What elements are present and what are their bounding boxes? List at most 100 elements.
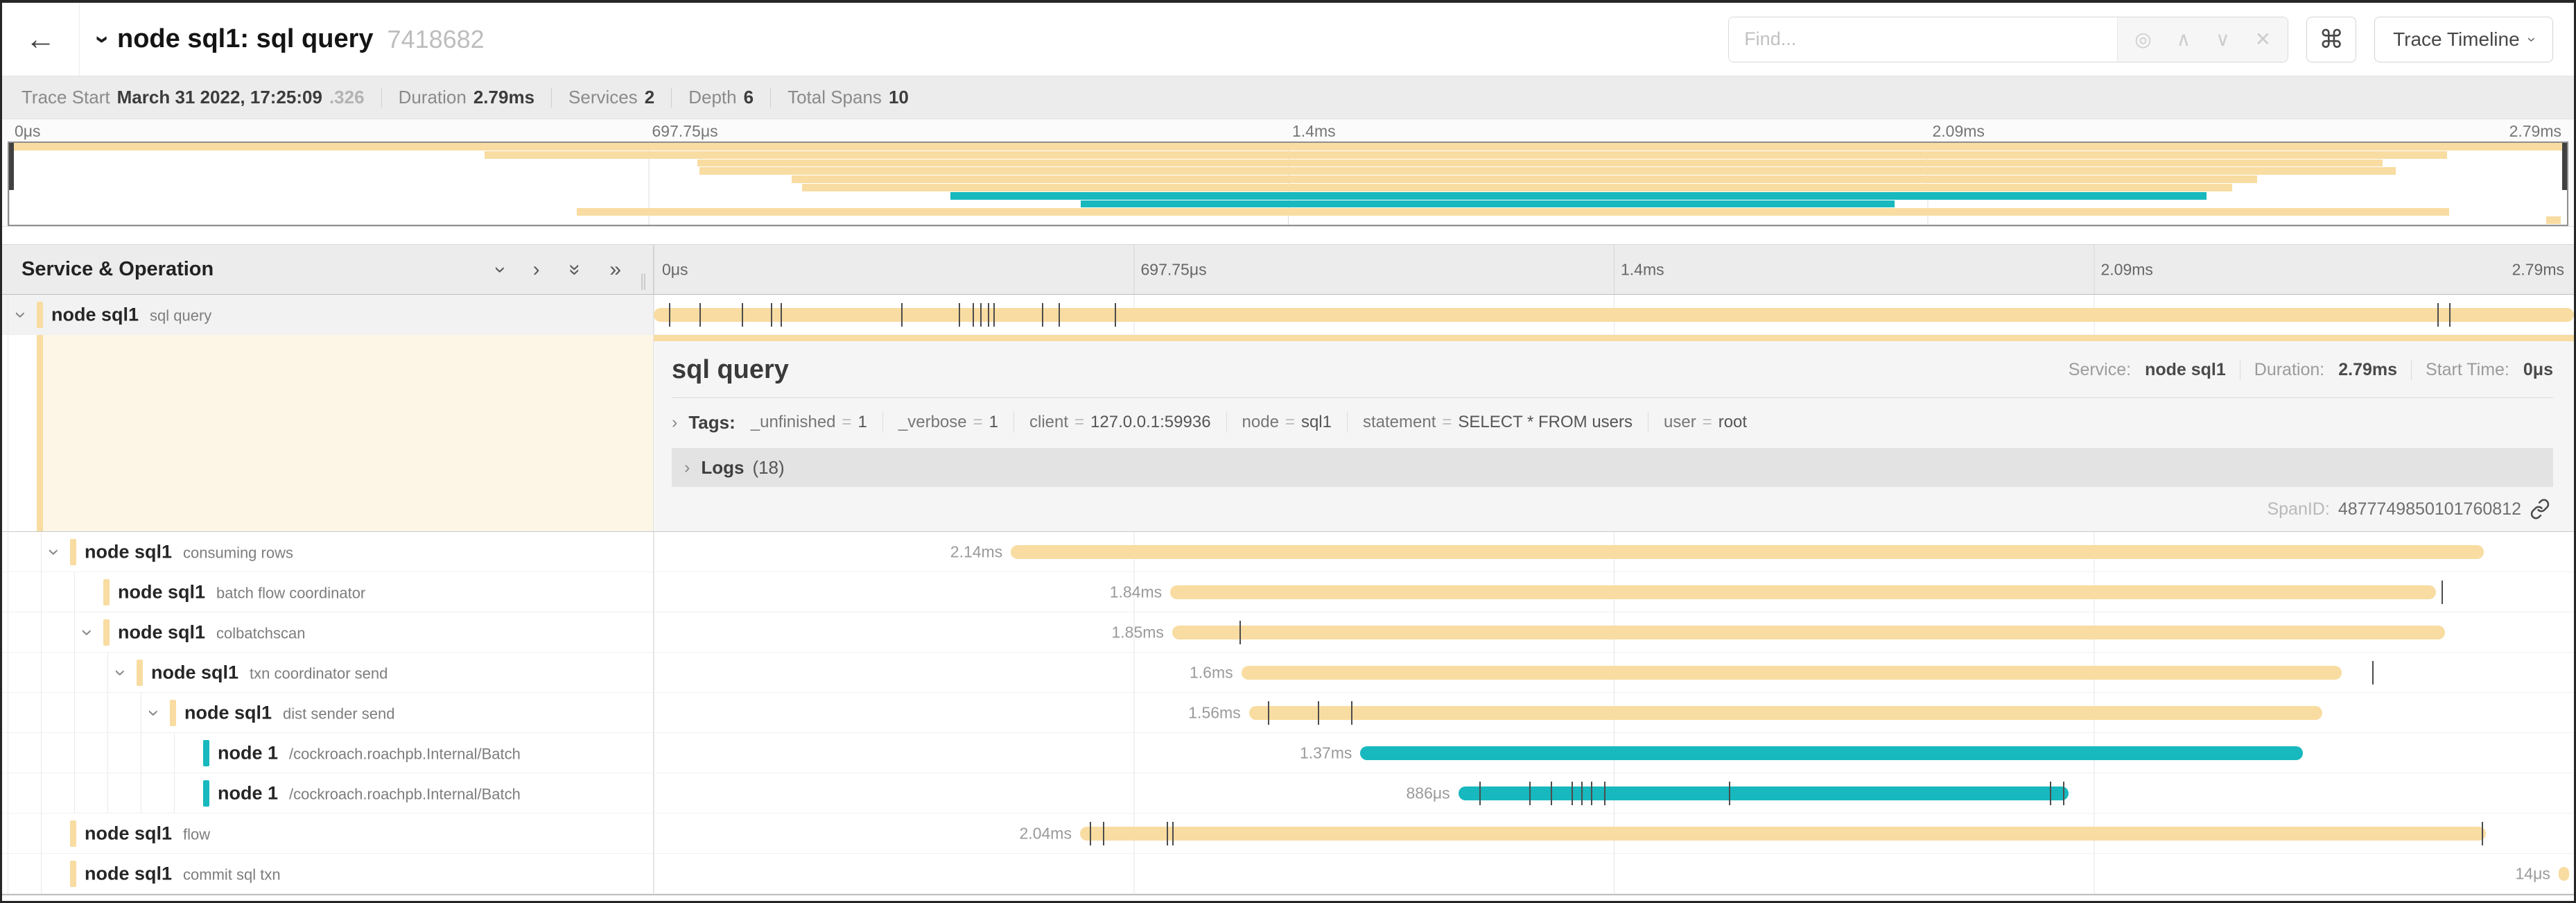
span-bar[interactable] — [1079, 826, 2486, 841]
span-row-4[interactable]: › node sql1 txn coordinator send 1.6ms — [2, 653, 2574, 693]
column-resizer-grip[interactable]: ∥ — [639, 272, 649, 291]
tags-toggle-row[interactable]: › Tags: _unfinished = 1 _verbose = 1 client = 12… — [672, 405, 2553, 440]
span-tree-cell[interactable]: node sql1 flow — [2, 814, 654, 853]
span-timeline-cell[interactable]: 2.04ms — [654, 814, 2574, 853]
span-timeline-cell[interactable]: 1.6ms — [654, 653, 2574, 692]
span-tree-cell[interactable]: node sql1 batch flow coordinator — [2, 572, 654, 612]
find-next-icon[interactable]: ∨ — [2216, 28, 2230, 50]
minimap-span-row — [9, 143, 2567, 151]
service-color-bar — [103, 578, 110, 605]
span-tree-cell[interactable]: › node sql1 sql query — [2, 295, 654, 334]
span-row-3[interactable]: › node sql1 colbatchscan 1.85ms — [2, 612, 2574, 653]
row-chevron-down-icon[interactable]: › — [76, 628, 99, 636]
indent-guide — [74, 572, 75, 612]
span-row-8[interactable]: node sql1 flow 2.04ms — [2, 814, 2574, 854]
span-names: node 1/cockroach.roachpb.Internal/Batch — [218, 742, 521, 764]
operation-name: colbatchscan — [216, 624, 306, 642]
expand-all-icon[interactable]: » — [609, 257, 621, 281]
collapse-all-icon[interactable]: » — [563, 264, 586, 275]
keyboard-shortcuts-button[interactable]: ⌘ — [2306, 16, 2357, 62]
deep-link-icon[interactable] — [2530, 499, 2550, 519]
duration-value: 2.79ms — [473, 87, 535, 108]
span-timeline-cell[interactable]: 1.84ms — [654, 572, 2574, 612]
bottom-strip — [2, 895, 2574, 901]
expand-one-icon[interactable]: › — [532, 257, 540, 281]
tree-header-icons: › › » » — [489, 257, 653, 282]
log-marker — [2448, 302, 2451, 327]
span-tree-cell[interactable]: › node sql1 txn coordinator send — [2, 653, 654, 692]
row-chevron-down-icon[interactable]: › — [143, 709, 166, 716]
collapse-one-icon[interactable]: › — [489, 266, 512, 273]
minimap-span-row — [9, 159, 2567, 168]
service-value: node sql1 — [2145, 360, 2226, 379]
row-chevron-down-icon[interactable]: › — [110, 669, 132, 676]
ruler-tick-label: 2.79ms — [2512, 260, 2564, 278]
span-tree-cell[interactable]: › node sql1 dist sender send — [2, 693, 654, 732]
span-names: node sql1 flow — [85, 823, 210, 844]
start-time-value: 0μs — [2523, 360, 2553, 379]
tag-item: _verbose = 1 — [898, 413, 998, 432]
span-bar[interactable] — [1172, 625, 2446, 639]
span-row-0[interactable]: › node sql1 sql query — [2, 295, 2574, 335]
equals-sign: = — [1442, 413, 1452, 431]
log-marker — [980, 302, 982, 327]
span-timeline-cell[interactable]: 1.37ms — [654, 733, 2574, 773]
span-row-1[interactable]: › node sql1 consuming rows 2.14ms — [2, 532, 2574, 572]
minimap-canvas[interactable] — [8, 141, 2568, 226]
indent-guide — [41, 532, 42, 571]
span-row-5[interactable]: › node sql1 dist sender send 1.56ms — [2, 693, 2574, 733]
log-marker — [993, 302, 995, 327]
span-bar[interactable] — [1011, 544, 2484, 559]
view-mode-dropdown[interactable]: Trace Timeline › — [2374, 16, 2553, 62]
back-button[interactable]: ← — [2, 3, 80, 76]
span-timeline-cell[interactable]: 1.85ms — [654, 612, 2574, 652]
span-bar[interactable] — [654, 307, 2574, 322]
logs-toggle-row[interactable]: › Logs (18) — [672, 448, 2553, 487]
span-tree-cell[interactable]: node 1/cockroach.roachpb.Internal/Batch — [2, 773, 654, 813]
span-row-9[interactable]: node sql1 commit sql txn 14μs — [2, 854, 2574, 894]
span-timeline-cell[interactable]: 2.14ms — [654, 532, 2574, 571]
service-color-bar — [170, 699, 176, 726]
tag-item: client = 127.0.0.1:59936 — [1029, 413, 1211, 432]
span-tree-cell[interactable]: node 1/cockroach.roachpb.Internal/Batch — [2, 733, 654, 773]
indent-guide — [174, 773, 175, 813]
log-marker — [1479, 781, 1481, 805]
span-row-6[interactable]: node 1/cockroach.roachpb.Internal/Batch 1… — [2, 733, 2574, 773]
span-bar[interactable] — [2558, 866, 2570, 881]
find-prev-icon[interactable]: ∧ — [2176, 28, 2191, 50]
log-marker — [1268, 700, 1270, 725]
log-marker — [1604, 781, 1606, 805]
row-chevron-down-icon[interactable]: › — [43, 548, 66, 556]
span-tree-cell[interactable]: › node sql1 consuming rows — [2, 532, 654, 571]
minimap-right-drag-handle[interactable] — [2562, 143, 2567, 191]
minimap-left-drag-handle[interactable] — [9, 143, 14, 191]
span-tree-cell[interactable]: › node sql1 colbatchscan — [2, 612, 654, 652]
span-timeline-cell[interactable]: 886μs — [654, 773, 2574, 813]
find-input[interactable] — [1729, 17, 2118, 62]
duration-label: Duration: — [2254, 360, 2325, 379]
detail-panel-content: sql query Service: node sql1 Duration: 2.7… — [654, 341, 2574, 531]
service-name: node 1 — [218, 782, 279, 803]
span-timeline-cell[interactable]: 1.56ms — [654, 693, 2574, 732]
span-bar[interactable] — [1248, 705, 2323, 720]
span-bar[interactable] — [1241, 665, 2342, 680]
minimap-span-row — [9, 200, 2567, 209]
locate-icon[interactable]: ◎ — [2134, 28, 2152, 50]
tag-key: _verbose — [898, 413, 967, 431]
find-clear-icon[interactable]: ✕ — [2254, 28, 2272, 50]
span-timeline-cell[interactable] — [654, 295, 2574, 334]
span-bar[interactable] — [1170, 585, 2436, 599]
span-bar[interactable] — [1360, 746, 2304, 760]
span-timeline-cell[interactable]: 14μs — [654, 854, 2574, 893]
minimap-span-bar — [697, 159, 2383, 167]
log-marker — [901, 302, 903, 327]
row-chevron-down-icon[interactable]: › — [10, 311, 33, 318]
indent-guide — [107, 693, 108, 732]
span-tree-cell[interactable]: node sql1 commit sql txn — [2, 854, 654, 893]
trace-collapse-chevron-icon[interactable]: › — [89, 35, 118, 44]
span-bar[interactable] — [1458, 786, 2069, 800]
span-row-2[interactable]: node sql1 batch flow coordinator 1.84ms — [2, 572, 2574, 612]
operation-name: flow — [183, 825, 211, 843]
span-row-7[interactable]: node 1/cockroach.roachpb.Internal/Batch 8… — [2, 773, 2574, 814]
